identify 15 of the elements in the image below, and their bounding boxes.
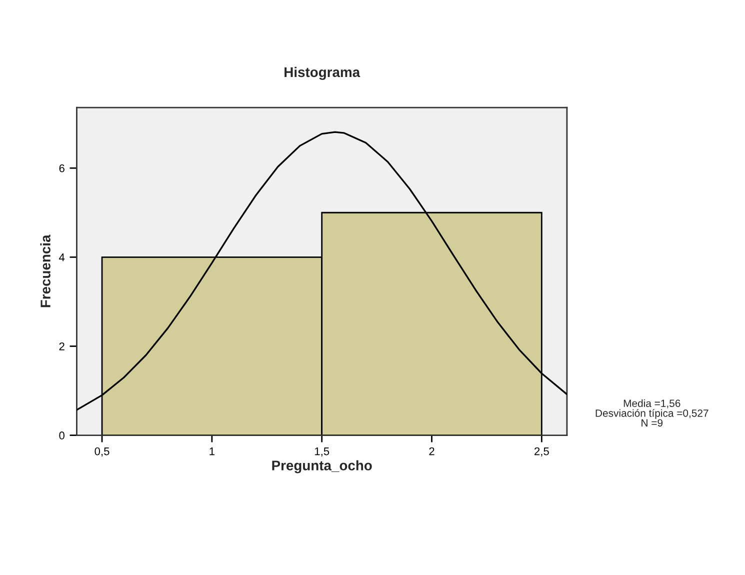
y-tick-label: 6 [59,164,64,172]
text: N =9 [642,419,663,427]
chart-title: Histograma [284,66,360,80]
x-axis-title: Pregunta_ocho [272,460,372,474]
y-tick-label: 2 [59,342,64,350]
y-tick-label: 0 [59,432,64,440]
text: Desviación típica =0,527 [596,409,708,419]
x-tick-label: 2,5 [534,447,549,457]
x-tick-label: 2 [429,447,434,456]
text: Media =1,56 [624,399,680,408]
x-tick-label: 1,5 [314,447,330,457]
x-tick-label: 0,5 [94,447,110,457]
y-tick-label: 4 [59,254,65,262]
y-axis-title: Frecuencia [40,234,50,308]
x-tick-label: 1 [210,447,214,456]
